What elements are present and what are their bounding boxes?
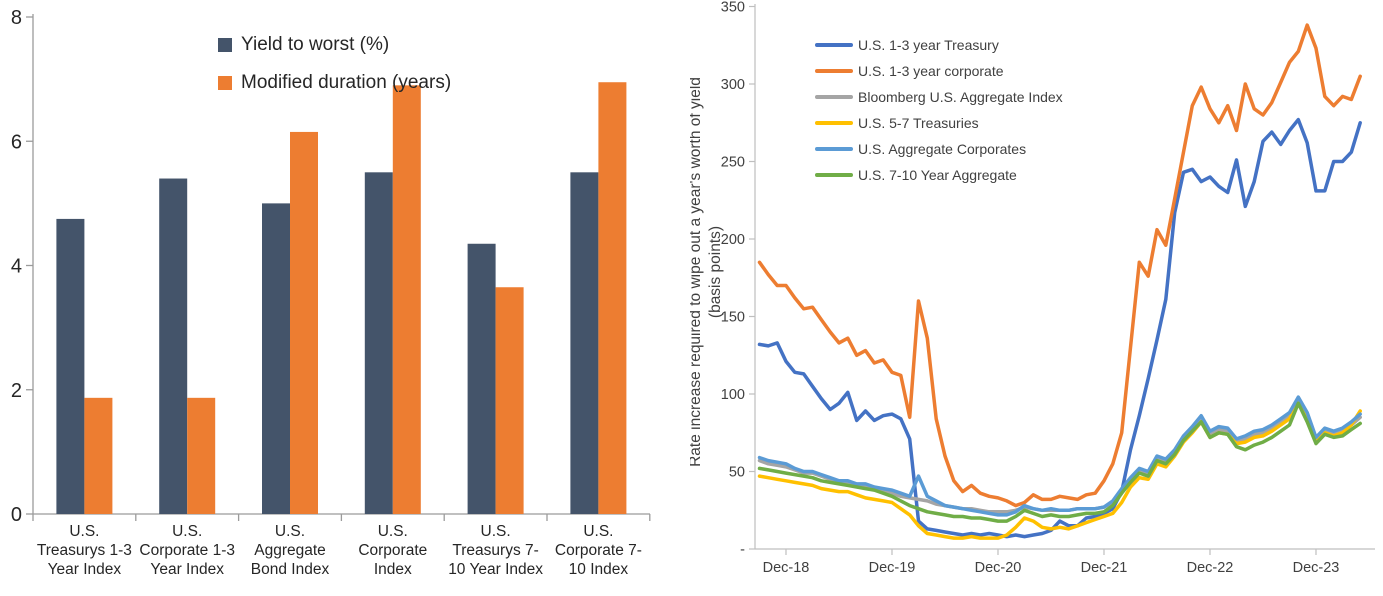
x-category-label-3: U.S. Corporate Index [358,523,427,578]
legend-item-u-s-aggregate-corporates: U.S. Aggregate Corporates [815,140,1063,158]
legend-label: U.S. 1-3 year corporate [858,63,1004,79]
x-category-label-2: U.S. Aggregate Bond Index [251,523,330,578]
x-category-label-1: U.S. Corporate 1-3 Year Index [139,523,235,578]
x-category-label-4: U.S. Treasurys 7- 10 Year Index [448,523,543,578]
bar-duration-2 [290,131,318,514]
y-axis-tick-label: 350 [721,0,745,16]
bar-duration-4 [495,287,524,514]
legend-item-u-s-1-3-year-treasury: U.S. 1-3 year Treasury [815,36,1063,54]
legend-line-swatch-5 [815,173,853,177]
x-category-label-5: U.S. Corporate 7- 10 Index [555,523,642,578]
y-axis-tick-label: 250 [721,155,745,171]
x-category-label-line: U.S. [378,523,408,540]
x-category-label-line: Index [374,561,412,578]
x-axis-tick-label: Dec-23 [1293,560,1340,576]
y-axis-title-line1: Rate increase required to wipe out a yea… [690,77,704,467]
bar-duration-0 [84,397,113,514]
legend-line-swatch-1 [815,69,853,73]
line-series-u-s-aggregate-corporates [757,395,1362,517]
legend-label: U.S. 7-10 Year Aggregate [858,167,1017,183]
bar-chart-legend: Yield to worst (%) Modified duration (yea… [218,32,451,108]
line-series-u-s-1-3-year-treasury [757,117,1362,539]
bar-duration-3 [392,85,421,515]
x-category-label-line: Corporate 1-3 [139,542,235,559]
legend-label: U.S. 1-3 year Treasury [858,37,999,53]
line-chart-svg: 350 300 250 200 150 100 50 - Dec-18 Dec-19 Dec-20 D… [690,0,1375,576]
bar-chart-yield-vs-duration: 0 2 4 6 8 U.S. Treasurys 1-3 Year Index U.S. Corp… [0,0,690,596]
x-category-label-line: U.S. [69,523,99,540]
x-category-label-line: Year Index [150,561,224,578]
bar-yield-2 [262,203,290,514]
y-axis-tick-label: 0 [11,504,22,526]
y-axis-tick-label: 200 [721,232,745,248]
x-category-label-line: U.S. [583,523,613,540]
bar-chart-svg: 0 2 4 6 8 U.S. Treasurys 1-3 Year Index U.S. Corp… [11,7,651,578]
x-category-label-line: Bond Index [251,561,330,578]
legend-label: Yield to worst (%) [241,33,390,55]
bar-yield-1 [159,178,188,514]
bar-yield-4 [467,243,496,514]
bar-duration-5 [598,82,627,514]
x-category-label-line: Treasurys 1-3 [37,542,132,559]
y-axis-tick-label: 8 [11,7,22,29]
legend-square-swatch-1 [218,75,232,90]
line-series-u-s-1-3-year-corporate [757,23,1362,508]
x-category-label-line: Year Index [48,561,122,578]
line-series-u-s-7-10-year-aggregate [757,401,1362,523]
legend-item-u-s-5-7-treasuries: U.S. 5-7 Treasuries [815,114,1063,132]
y-axis-tick-label: 100 [721,387,745,403]
y-axis-tick-label: 300 [721,77,745,93]
x-axis-tick-label: Dec-21 [1081,560,1128,576]
legend-square-swatch-0 [218,37,232,52]
y-axis-tick-label: 4 [11,256,22,278]
y-axis-tick-label: - [740,542,745,558]
legend-line-swatch-2 [815,95,853,99]
legend-label: Modified duration (years) [241,71,452,93]
x-axis-tick-label: Dec-19 [869,560,916,576]
y-axis-tick-label: 50 [729,465,745,481]
x-axis-tick-label: Dec-22 [1187,560,1234,576]
legend-item-u-s-1-3-year-corporate: U.S. 1-3 year corporate [815,62,1063,80]
y-axis-tick-label: 6 [11,131,22,153]
x-category-label-line: U.S. [481,523,511,540]
line-series-u-s-5-7-treasuries [757,401,1362,540]
line-chart-rate-increase: 350 300 250 200 150 100 50 - Dec-18 Dec-19 Dec-20 D… [690,0,1383,596]
legend-item-bloomberg-u-s-aggregate-index: Bloomberg U.S. Aggregate Index [815,88,1063,106]
x-category-label-0: U.S. Treasurys 1-3 Year Index [37,523,132,578]
bar-yield-5 [570,172,599,514]
bar-yield-3 [364,172,393,514]
legend-label: Bloomberg U.S. Aggregate Index [858,89,1063,105]
x-category-label-line: Treasurys 7- [452,542,538,559]
x-category-label-line: 10 Year Index [448,561,543,578]
legend-line-swatch-0 [815,43,853,47]
y-axis-tick-label: 150 [721,310,745,326]
legend-label: U.S. 5-7 Treasuries [858,115,979,131]
bar-yield-0 [56,218,85,514]
x-category-label-line: U.S. [275,523,305,540]
x-category-label-line: Corporate 7- [555,542,642,559]
bar-duration-1 [187,397,216,514]
line-chart-legend: U.S. 1-3 year Treasury U.S. 1-3 year corp… [815,36,1063,192]
legend-label: U.S. Aggregate Corporates [858,141,1027,157]
y-axis-tick-label: 2 [11,380,22,402]
legend-item-modified-duration-years: Modified duration (years) [218,70,451,95]
legend-line-swatch-3 [815,121,853,125]
x-axis-tick-label: Dec-20 [975,560,1022,576]
legend-item-yield-to-worst: Yield to worst (%) [218,32,451,57]
x-category-label-line: Corporate [358,542,427,559]
legend-line-swatch-4 [815,147,853,151]
x-category-label-line: Aggregate [254,542,326,559]
x-axis-tick-label: Dec-18 [763,560,810,576]
x-category-label-line: 10 Index [569,561,629,578]
y-axis-title-line2: (basis points) [707,226,724,318]
x-category-label-line: U.S. [172,523,202,540]
legend-item-u-s-7-10-year-aggregate: U.S. 7-10 Year Aggregate [815,166,1063,184]
